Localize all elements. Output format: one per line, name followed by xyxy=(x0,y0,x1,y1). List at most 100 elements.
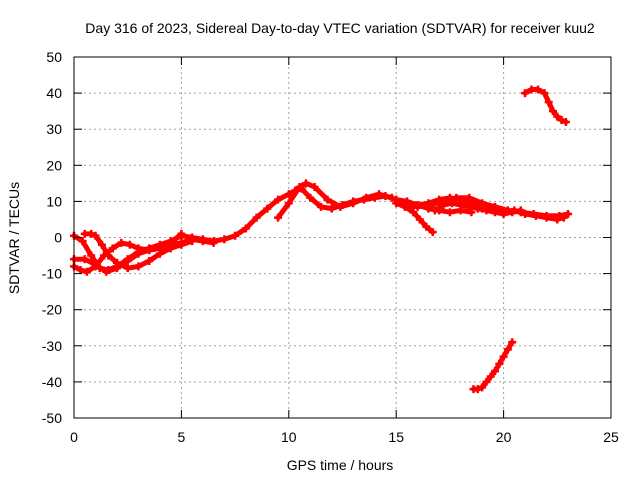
y-tick-label: -10 xyxy=(42,266,62,282)
data-point xyxy=(491,367,500,376)
x-tick-label: 20 xyxy=(496,429,512,445)
series-track-6 xyxy=(392,199,437,237)
data-point xyxy=(495,359,504,368)
data-point xyxy=(274,195,283,204)
data-point xyxy=(415,215,424,224)
data-point xyxy=(263,204,272,213)
data-point xyxy=(473,204,482,213)
data-point xyxy=(220,235,229,244)
data-point xyxy=(295,182,304,191)
y-tick-label: -30 xyxy=(42,338,62,354)
data-point xyxy=(557,116,566,125)
data-point xyxy=(80,255,89,264)
y-tick-label: 50 xyxy=(46,49,62,65)
data-point xyxy=(422,222,431,231)
data-point xyxy=(409,208,418,217)
data-point xyxy=(521,89,530,98)
series-track-8 xyxy=(430,199,525,219)
data-point xyxy=(564,210,573,219)
data-point xyxy=(465,202,474,211)
data-point xyxy=(336,202,345,211)
data-point xyxy=(102,267,111,276)
data-point xyxy=(123,256,132,265)
data-point xyxy=(445,208,454,217)
data-point xyxy=(317,202,326,211)
data-point xyxy=(209,238,218,247)
data-point xyxy=(231,231,240,240)
data-point xyxy=(104,251,113,260)
data-point xyxy=(392,199,401,208)
data-point xyxy=(533,85,542,94)
data-point xyxy=(424,204,433,213)
data-point xyxy=(482,377,491,386)
data-point xyxy=(486,372,495,381)
data-point xyxy=(97,240,106,249)
data-point xyxy=(516,206,525,215)
data-point xyxy=(508,338,517,347)
data-point xyxy=(323,195,332,204)
y-tick-label: 20 xyxy=(46,157,62,173)
data-point xyxy=(430,206,439,215)
y-tick-label: 40 xyxy=(46,85,62,101)
series-track-7 xyxy=(413,201,476,217)
data-point xyxy=(310,182,319,191)
series-track-3 xyxy=(80,229,197,273)
data-point xyxy=(499,352,508,361)
data-point xyxy=(87,229,96,238)
data-point xyxy=(503,345,512,354)
x-axis-label: GPS time / hours xyxy=(287,457,394,473)
data-point xyxy=(540,89,549,98)
chart-title: Day 316 of 2023, Sidereal Day-to-day VTE… xyxy=(85,20,595,36)
data-point xyxy=(145,256,154,265)
data-point xyxy=(284,190,293,199)
data-point xyxy=(117,238,126,247)
y-tick-label: -40 xyxy=(42,374,62,390)
data-point xyxy=(529,210,538,219)
data-point xyxy=(252,213,261,222)
data-point xyxy=(241,224,250,233)
series-track-10 xyxy=(521,85,570,126)
y-axis-label: SDTVAR / TECUs xyxy=(6,182,22,294)
data-point xyxy=(177,240,186,249)
data-point xyxy=(561,117,570,126)
data-point xyxy=(188,237,197,246)
data-point xyxy=(413,201,422,210)
data-point xyxy=(166,238,175,247)
data-point xyxy=(448,199,457,208)
data-point xyxy=(555,211,564,220)
data-point xyxy=(125,240,134,249)
series-track-4 xyxy=(70,229,186,276)
data-point xyxy=(82,267,91,276)
data-point xyxy=(400,202,409,211)
x-tick-label: 25 xyxy=(603,429,619,445)
data-point xyxy=(134,249,143,258)
axis-ticks: 0 5 10 15 20 25 -50 -40 -30 -20 -10 0 10 20 30 40 50 xyxy=(42,49,619,445)
x-tick-label: 15 xyxy=(388,429,404,445)
data-point xyxy=(134,262,143,271)
data-point xyxy=(123,264,132,273)
data-point xyxy=(91,260,100,269)
y-tick-label: -50 xyxy=(42,410,62,426)
grid xyxy=(74,57,611,418)
data-point xyxy=(177,229,186,238)
data-point xyxy=(155,244,164,253)
data-point xyxy=(306,193,315,202)
data-point xyxy=(439,201,448,210)
data-point xyxy=(499,210,508,219)
data-point xyxy=(549,107,558,116)
data-point xyxy=(482,206,491,215)
data-point xyxy=(544,98,553,107)
data-point xyxy=(274,213,283,222)
data-point xyxy=(428,228,437,237)
data-point xyxy=(198,237,207,246)
x-tick-label: 0 xyxy=(70,429,78,445)
series-track-9 xyxy=(469,338,517,394)
data-point xyxy=(327,204,336,213)
data-point xyxy=(491,208,500,217)
data-series xyxy=(70,85,573,394)
data-point xyxy=(452,193,461,202)
data-point xyxy=(87,251,96,260)
y-tick-label: 0 xyxy=(54,230,62,246)
